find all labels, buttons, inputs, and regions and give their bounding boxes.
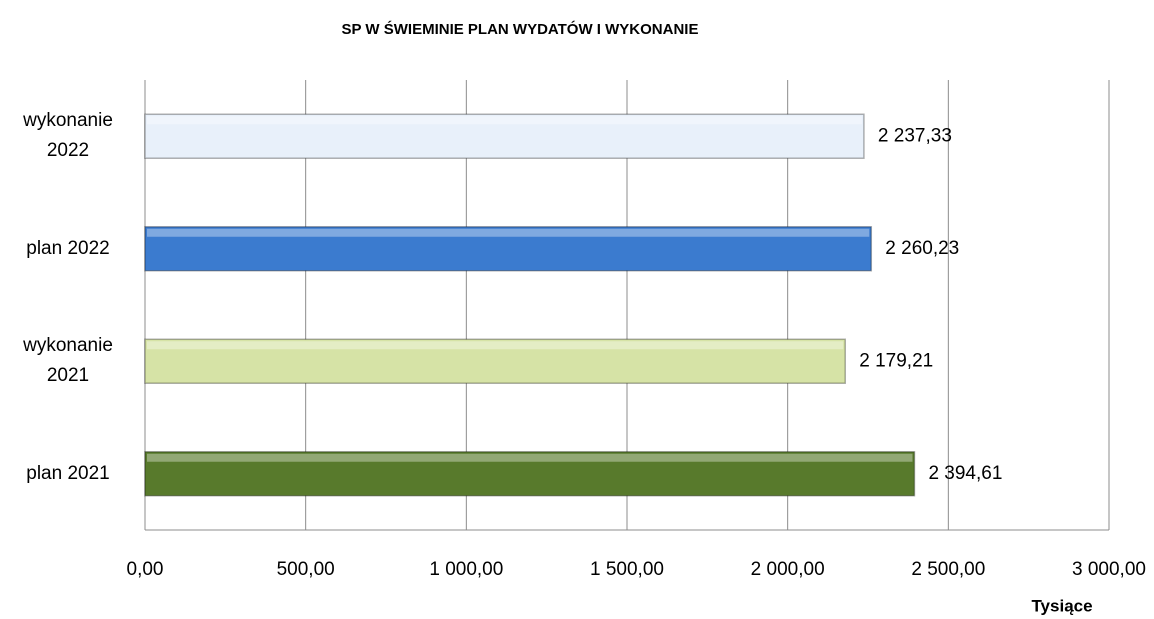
bar [144, 451, 916, 497]
x-axis-label: Tysiące [1031, 596, 1092, 615]
y-tick-label: plan 2021 [26, 462, 110, 484]
y-tick-label: wykonanie 2022 [23, 110, 113, 162]
bar-highlight [147, 228, 870, 237]
x-tick-label: 3 000,00 [1072, 559, 1146, 580]
value-label: 2 237,33 [878, 125, 952, 146]
bar [144, 338, 847, 384]
bar [144, 226, 873, 272]
value-label: 2 260,23 [885, 238, 959, 259]
bar-highlight [147, 453, 913, 462]
x-tick-label: 1 000,00 [429, 559, 503, 580]
bar-highlight [147, 341, 844, 350]
x-tick-label: 2 500,00 [911, 559, 985, 580]
chart-title: SP W ŚWIEMINIE PLAN WYDATÓW I WYKONANIE [342, 20, 699, 38]
x-tick-label: 0,00 [127, 559, 164, 580]
value-label: 2 394,61 [928, 463, 1002, 484]
bar-highlight [147, 116, 862, 125]
value-label: 2 179,21 [859, 350, 933, 371]
x-tick-label: 500,00 [277, 559, 335, 580]
x-tick-label: 2 000,00 [751, 559, 825, 580]
x-tick-label: 1 500,00 [590, 559, 664, 580]
y-tick-label: plan 2022 [26, 237, 110, 259]
y-tick-label: wykonanie 2021 [23, 335, 113, 387]
bar [144, 113, 865, 159]
